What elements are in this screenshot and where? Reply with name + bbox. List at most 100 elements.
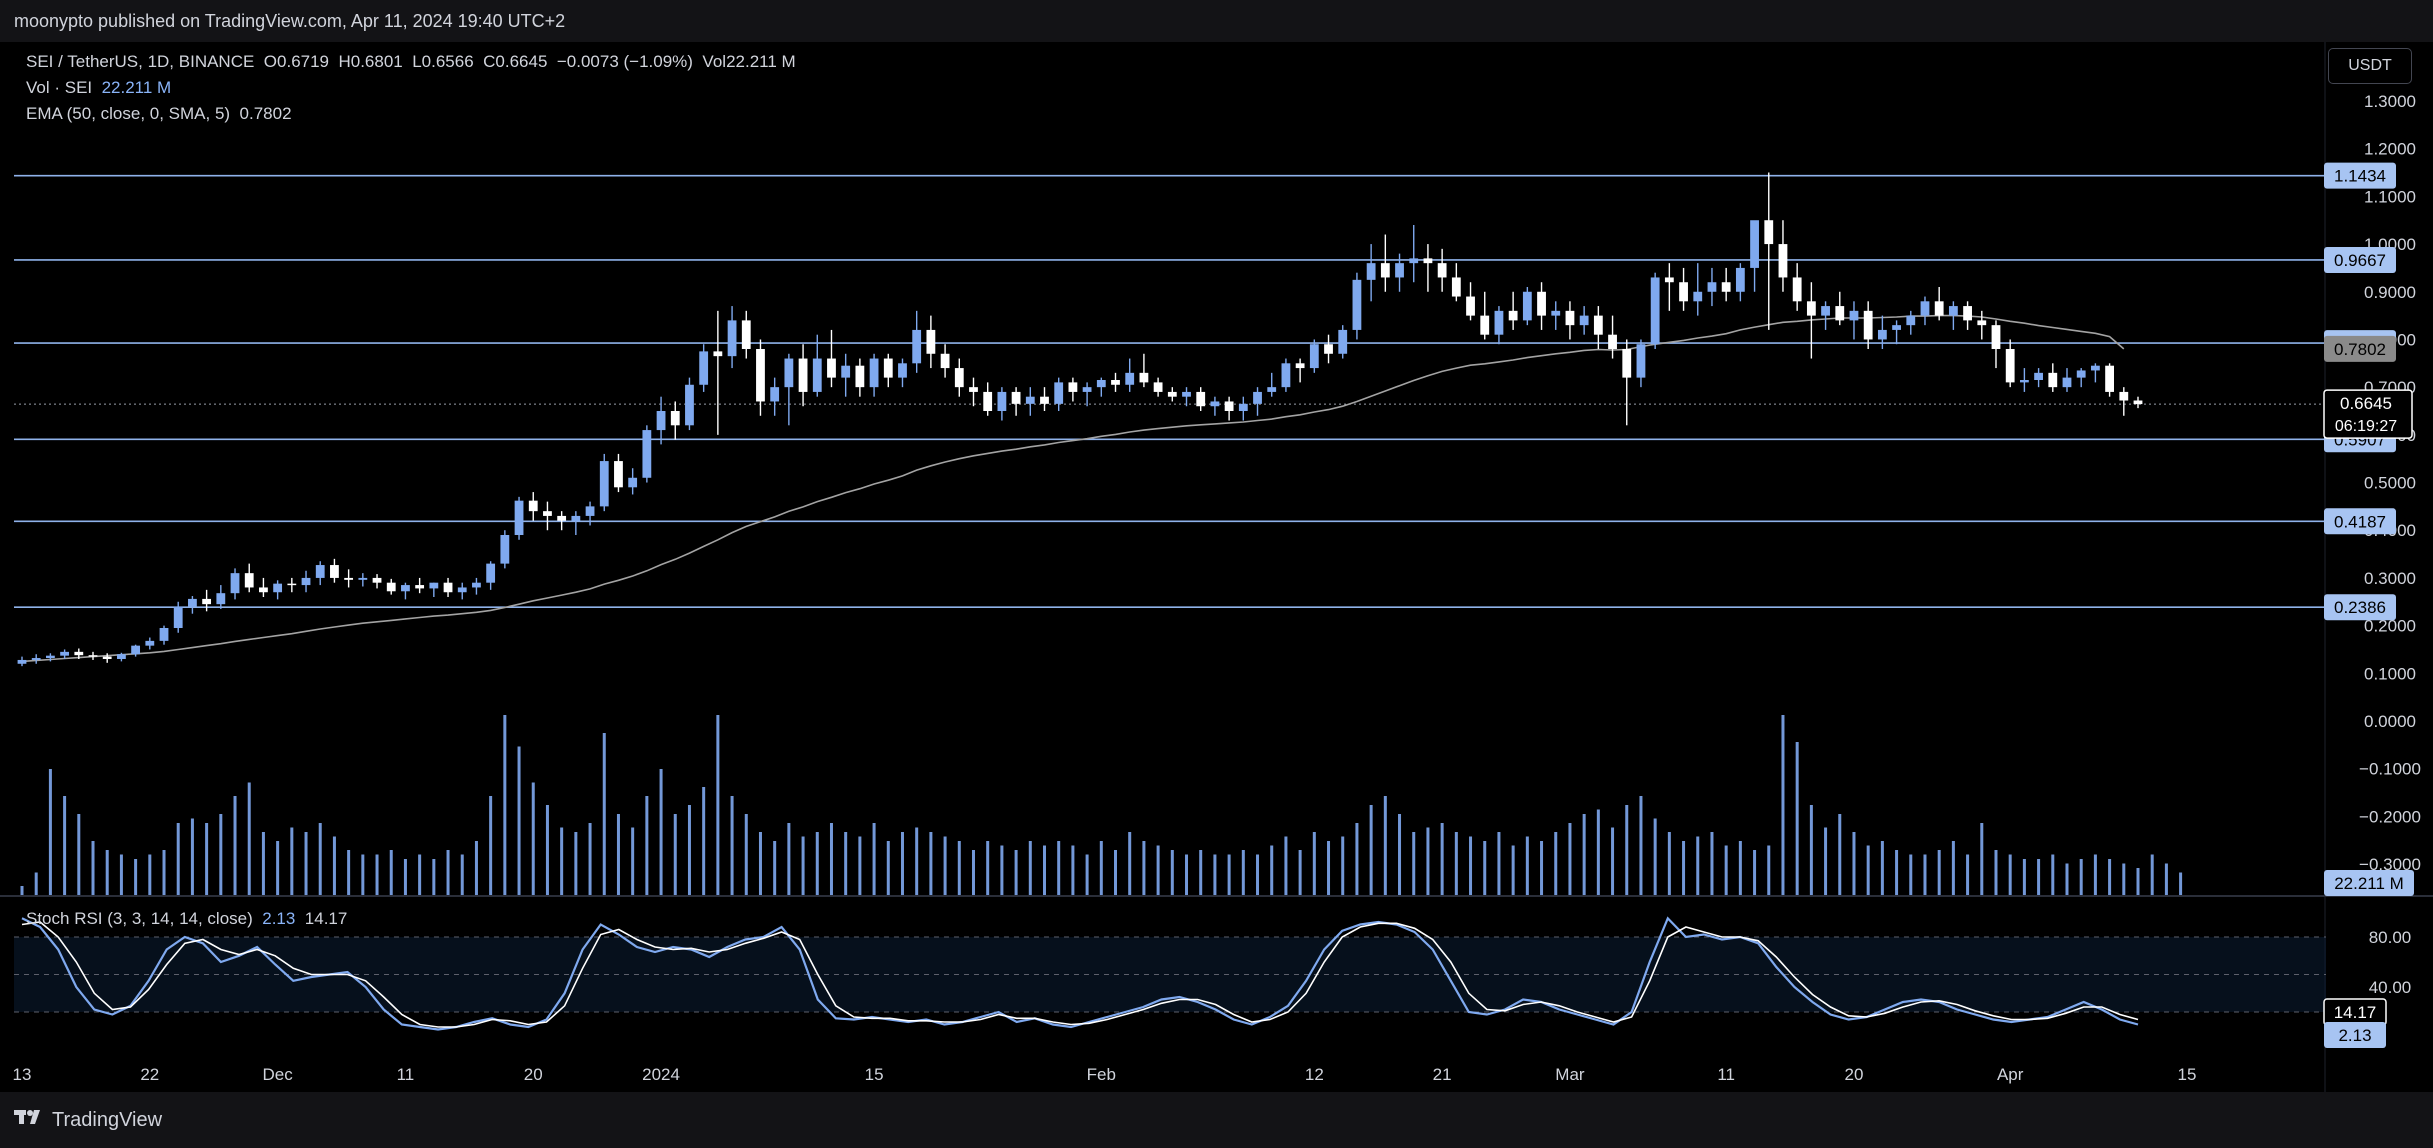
candle-body [1437, 263, 1447, 278]
candle-body [244, 573, 254, 588]
stoch-legend[interactable]: Stoch RSI (3, 3, 14, 14, close) 2.13 14.… [26, 909, 347, 929]
time-axis-label: 2024 [642, 1065, 680, 1084]
candle-body [1352, 279, 1362, 330]
time-axis-label: 20 [1845, 1065, 1864, 1084]
volume-bar [1440, 823, 1444, 895]
time-axis-label: 21 [1433, 1065, 1452, 1084]
candle-body [1608, 334, 1617, 349]
price-tick-label: 0.3000 [2364, 569, 2416, 588]
time-axis-label: Dec [263, 1065, 294, 1084]
volume-bar [1114, 850, 1118, 895]
candle-body [599, 461, 609, 507]
price-tick-label: −0.3000 [2359, 855, 2421, 874]
volume-bar [1809, 805, 1813, 895]
candle-body [1068, 382, 1078, 392]
stoch-indicator-name: Stoch RSI (3, 3, 14, 14, close) [26, 909, 253, 928]
candle-body [1309, 344, 1319, 369]
candle-body [2105, 365, 2114, 392]
candle-body [1096, 380, 1106, 388]
candle-body [1806, 301, 1816, 316]
volume-bar [815, 832, 819, 895]
symbol-name[interactable]: SEI / TetherUS, 1D, BINANCE [26, 52, 255, 71]
candle-body [585, 506, 595, 516]
price-tick-label: 0.9000 [2364, 283, 2416, 302]
volume-bar [1213, 854, 1217, 895]
candle-body [1892, 325, 1901, 330]
candle-body [1395, 263, 1404, 278]
level-price-tag [2324, 162, 2396, 189]
volume-bar [347, 850, 351, 895]
candle-body [727, 320, 737, 357]
volume-bar [2108, 859, 2112, 895]
tradingview-brand[interactable]: TradingView [14, 1108, 162, 1132]
candle-body [1522, 291, 1532, 321]
volume-bar [1937, 850, 1941, 895]
time-axis-label: 15 [2178, 1065, 2197, 1084]
volume-tag-label: 22.211 M [2334, 874, 2404, 893]
volume-bar [1426, 827, 1430, 895]
candle-body [1324, 344, 1333, 354]
volume-bar [276, 841, 280, 895]
candle-body [1821, 306, 1830, 316]
time-axis-label: 12 [1305, 1065, 1324, 1084]
candle-body [614, 461, 623, 488]
volume-legend[interactable]: Vol · SEI 22.211 M [26, 78, 171, 98]
candle-body [514, 500, 524, 535]
candle-body [841, 365, 851, 378]
currency-button[interactable]: USDT [2328, 48, 2412, 84]
vol-label: Vol [702, 52, 727, 71]
candle-body [159, 628, 169, 641]
candle-body [1735, 267, 1745, 292]
stoch-tick-label: 40.00 [2369, 978, 2412, 997]
candle-body [1721, 282, 1731, 292]
candle-body [969, 387, 978, 392]
candle-body [344, 577, 354, 580]
candle-body [528, 500, 538, 512]
volume-bar [1270, 845, 1274, 895]
candle-body [812, 358, 822, 392]
candle-body [954, 368, 964, 388]
publish-info: moonypto published on TradingView.com, A… [14, 11, 566, 31]
volume-bar [1824, 827, 1828, 895]
volume-bar [1454, 832, 1458, 895]
candle-body [1423, 258, 1433, 264]
candle-body [1054, 382, 1064, 404]
volume-bar [219, 814, 223, 895]
volume-bar [1625, 805, 1629, 895]
candle-body [713, 351, 723, 357]
current-price-label: 0.6645 [2340, 394, 2392, 413]
candle-body [1764, 220, 1774, 245]
volume-bar [1071, 845, 1075, 895]
volume-bar [1284, 836, 1288, 895]
candle-body [1380, 263, 1390, 278]
candle-body [31, 658, 41, 660]
candle-body [1778, 244, 1788, 278]
candle-body [1082, 387, 1092, 392]
time-axis-label: 20 [524, 1065, 543, 1084]
candle-body [131, 645, 141, 655]
volume-bar [787, 823, 791, 895]
stoch-k-value: 2.13 [262, 909, 296, 928]
candle-body [1593, 315, 1603, 335]
volume-bar [403, 859, 407, 895]
stoch-d-line [21, 921, 2139, 1028]
candle-body [2005, 349, 2015, 383]
candle-body [415, 585, 425, 589]
volume-bar [1596, 809, 1600, 895]
volume-bar [1838, 814, 1842, 895]
volume-bar [261, 832, 265, 895]
volume-bar [474, 841, 478, 895]
stoch-d-value: 14.17 [304, 909, 348, 928]
candle-body [386, 582, 396, 592]
volume-bar [929, 832, 933, 895]
candle-body [1466, 296, 1475, 316]
volume-bar [446, 850, 450, 895]
volume-bar [2122, 863, 2126, 895]
candle-body [472, 582, 481, 588]
chart-frame[interactable] [0, 42, 2433, 1092]
ema-indicator-value: 0.7802 [239, 104, 292, 123]
volume-bar [1369, 805, 1373, 895]
ema-legend[interactable]: EMA (50, close, 0, SMA, 5) 0.7802 [26, 104, 292, 124]
candle-body [699, 351, 709, 385]
